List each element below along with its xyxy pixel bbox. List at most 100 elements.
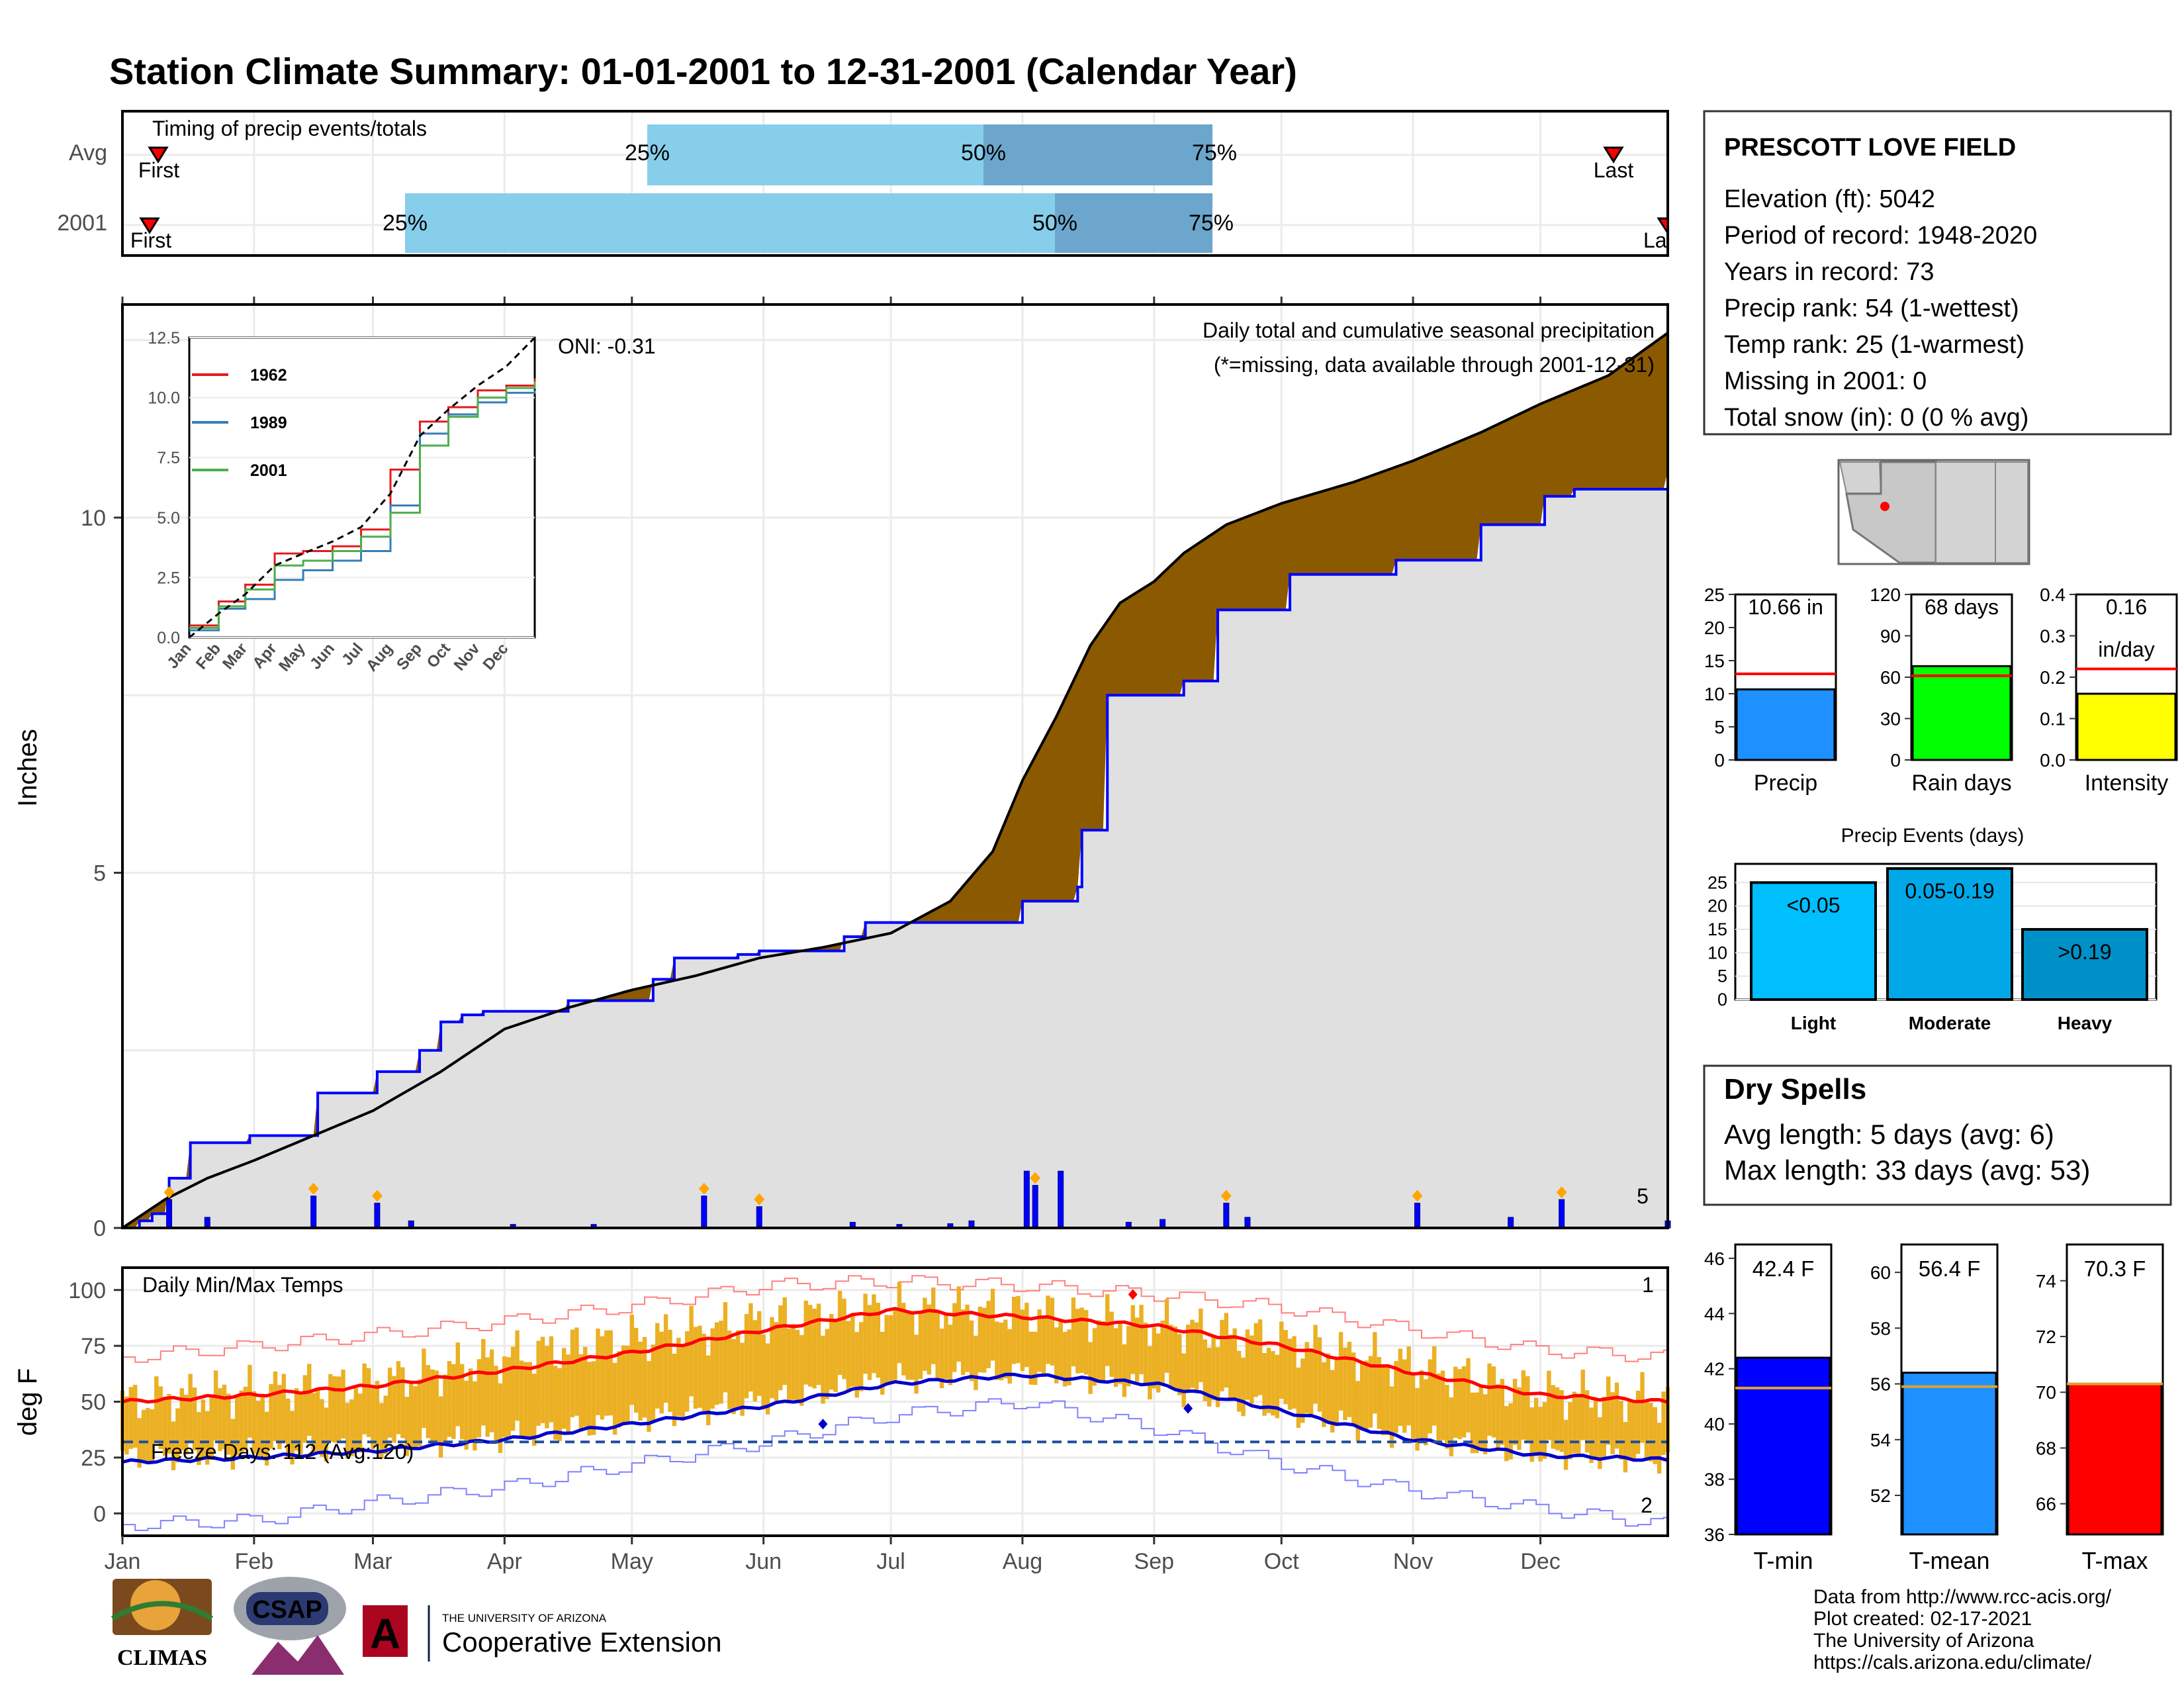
daily-temp-range-bar (1296, 1367, 1301, 1429)
daily-temp-range-bar (379, 1403, 384, 1459)
daily-temp-range-bar (1419, 1370, 1424, 1440)
daily-precip-bar (756, 1206, 762, 1229)
daily-temp-range-bar (1271, 1350, 1275, 1416)
daily-temp-range-bar (171, 1421, 176, 1471)
daily-temp-range-bar (481, 1338, 486, 1426)
daily-temp-range-bar (1415, 1387, 1420, 1451)
daily-temp-range-bar (612, 1362, 617, 1435)
daily-temp-range-bar (400, 1367, 405, 1438)
temp-low-count: 2 (1641, 1493, 1653, 1517)
daily-temp-range-bar (765, 1343, 770, 1415)
avg-q25-q50-bar (647, 124, 983, 185)
daily-temp-range-bar (655, 1323, 660, 1409)
daily-precip-bar (374, 1202, 381, 1229)
daily-temp-range-bar (188, 1374, 193, 1442)
summary-bar-tick: 30 (1880, 709, 1901, 729)
heavy-event-marker (754, 1193, 765, 1205)
daily-precip-bar (1058, 1170, 1064, 1229)
daily-temp-range-bar (1347, 1341, 1352, 1417)
daily-temp-range-bar (455, 1342, 460, 1427)
daily-precip-bar (701, 1196, 707, 1229)
daily-temp-range-bar (1199, 1308, 1203, 1382)
daily-temp-range-bar (986, 1301, 991, 1368)
daily-temp-range-bar (1032, 1331, 1038, 1385)
daily-temp-range-bar (1496, 1384, 1500, 1448)
csap-badge (246, 1592, 328, 1625)
daily-temp-range-bar (1334, 1358, 1339, 1427)
daily-temp-range-bar (821, 1335, 825, 1404)
summary-bar-value: 10.66 in (1748, 595, 1823, 619)
daily-temp-range-bar (872, 1294, 876, 1374)
daily-temp-range-bar (1576, 1393, 1581, 1455)
daily-temp-range-bar (281, 1374, 286, 1443)
daily-temp-range-bar (1164, 1299, 1169, 1373)
daily-temp-range-bar (1512, 1379, 1518, 1445)
daily-temp-range-bar (1241, 1357, 1246, 1417)
daily-temp-range-bar (1228, 1335, 1233, 1401)
daily-temp-range-bar (1623, 1422, 1628, 1473)
daily-temp-range-bar (927, 1304, 932, 1375)
credit-line: https://cals.arizona.edu/climate/ (1813, 1652, 2092, 1673)
record-low-marker (818, 1419, 828, 1430)
daily-temp-range-bar (1253, 1323, 1258, 1397)
daily-temp-range-bar (1631, 1403, 1636, 1462)
daily-temp-range-bar (999, 1323, 1004, 1381)
map-state-nv (1839, 461, 1882, 494)
month-label: Oct (1264, 1549, 1299, 1574)
heavy-event-marker (1412, 1190, 1423, 1202)
daily-temp-range-bar (540, 1336, 545, 1423)
daily-temp-range-bar (447, 1361, 452, 1437)
station-info-line: Missing in 2001: 0 (1724, 367, 1927, 395)
inset-legend-label: 2001 (250, 461, 287, 480)
daily-temp-range-bar (443, 1374, 447, 1445)
daily-temp-range-bar (1508, 1403, 1513, 1460)
temp-bar-tick: 52 (1870, 1485, 1891, 1506)
daily-temp-range-bar (1130, 1305, 1135, 1374)
daily-temp-range-bar (1619, 1401, 1623, 1460)
daily-temp-range-bar (850, 1313, 855, 1387)
avg-max-temp-line (122, 1307, 1668, 1404)
temp-bar-tick: 38 (1704, 1470, 1725, 1490)
daily-temp-range-bar (451, 1364, 456, 1439)
daily-temp-range-bar (1292, 1336, 1297, 1409)
daily-temp-range-bar (880, 1331, 885, 1395)
daily-temp-range-bar (1627, 1399, 1632, 1460)
temp-bar-tick: 40 (1704, 1414, 1725, 1434)
temp-bar-tick: 72 (2036, 1327, 2056, 1347)
daily-temp-range-bar (884, 1315, 889, 1384)
daily-temp-range-bar (1287, 1338, 1293, 1410)
month-label: Jul (876, 1549, 905, 1574)
daily-temp-range-bar (1003, 1319, 1008, 1379)
map-state-tx (1995, 461, 2028, 563)
precip-events-tick: 20 (1707, 896, 1727, 916)
daily-precip-bar (204, 1217, 210, 1229)
daily-temp-range-bar (1113, 1328, 1118, 1387)
daily-temp-range-bar (617, 1351, 621, 1428)
daily-temp-range-bar (273, 1371, 278, 1442)
daily-temp-range-bar (1538, 1407, 1543, 1462)
temp-panel-border (121, 1266, 1669, 1537)
daily-temp-range-bar (982, 1307, 987, 1373)
inset-y-tick: 7.5 (157, 449, 180, 467)
temp-bar-tick: 68 (2036, 1438, 2056, 1458)
daily-temp-range-bar (1079, 1307, 1084, 1373)
record-low-marker (1183, 1403, 1193, 1414)
temp-bar-tick: 36 (1704, 1524, 1725, 1545)
daily-temp-range-bar (1529, 1407, 1534, 1462)
precip-events-bar (2021, 927, 2148, 1002)
daily-temp-range-bar (175, 1408, 180, 1463)
daily-temp-range-bar (782, 1297, 787, 1385)
daily-temp-range-bar (1181, 1353, 1186, 1407)
daily-temp-range-bar (1257, 1319, 1263, 1395)
daily-temp-range-bar (1589, 1407, 1594, 1464)
daily-temp-range-bar (799, 1335, 804, 1406)
daily-temp-range-bar (1466, 1358, 1471, 1433)
daily-temp-range-bar (167, 1393, 171, 1454)
yr-first-label: First (130, 228, 171, 252)
daily-precip-bar (1414, 1202, 1421, 1229)
precip-events-bar (1750, 881, 1877, 1002)
daily-temp-range-bar (1118, 1323, 1122, 1384)
month-label: Dec (1520, 1549, 1560, 1574)
daily-temp-range-bar (324, 1407, 329, 1462)
